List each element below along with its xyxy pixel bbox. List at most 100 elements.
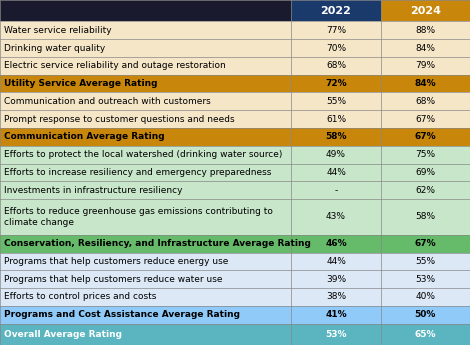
- Bar: [381, 164, 470, 181]
- Text: 41%: 41%: [325, 310, 347, 319]
- Text: 84%: 84%: [415, 43, 435, 52]
- Text: 2022: 2022: [321, 6, 352, 16]
- Bar: [381, 128, 470, 146]
- Bar: [291, 92, 381, 110]
- Bar: [291, 128, 381, 146]
- Text: 69%: 69%: [415, 168, 435, 177]
- Text: Prompt response to customer questions and needs: Prompt response to customer questions an…: [4, 115, 235, 124]
- Text: 44%: 44%: [326, 257, 346, 266]
- Text: Efforts to control prices and costs: Efforts to control prices and costs: [4, 293, 156, 302]
- Text: Electric service reliability and outage restoration: Electric service reliability and outage …: [4, 61, 226, 70]
- Bar: [0, 235, 291, 253]
- Text: Investments in infrastructure resiliency: Investments in infrastructure resiliency: [4, 186, 182, 195]
- Bar: [291, 288, 381, 306]
- Bar: [381, 270, 470, 288]
- Text: Drinking water quality: Drinking water quality: [4, 43, 105, 52]
- Text: 72%: 72%: [325, 79, 347, 88]
- Bar: [291, 146, 381, 164]
- Bar: [381, 92, 470, 110]
- Text: 62%: 62%: [415, 186, 435, 195]
- Bar: [0, 110, 291, 128]
- Text: 67%: 67%: [415, 132, 436, 141]
- Bar: [291, 235, 381, 253]
- Bar: [381, 110, 470, 128]
- Text: 67%: 67%: [415, 115, 435, 124]
- Text: Conservation, Resiliency, and Infrastructure Average Rating: Conservation, Resiliency, and Infrastruc…: [4, 239, 311, 248]
- Text: 77%: 77%: [326, 26, 346, 35]
- Bar: [291, 306, 381, 324]
- Text: 67%: 67%: [415, 239, 436, 248]
- Bar: [381, 253, 470, 270]
- Bar: [0, 146, 291, 164]
- Text: Programs and Cost Assistance Average Rating: Programs and Cost Assistance Average Rat…: [4, 310, 240, 319]
- Text: 65%: 65%: [415, 330, 436, 339]
- Bar: [0, 253, 291, 270]
- Bar: [381, 75, 470, 92]
- Bar: [0, 0, 291, 21]
- Text: 39%: 39%: [326, 275, 346, 284]
- Text: 61%: 61%: [326, 115, 346, 124]
- Bar: [0, 199, 291, 235]
- Bar: [381, 324, 470, 345]
- Text: 58%: 58%: [325, 132, 347, 141]
- Text: -: -: [335, 186, 337, 195]
- Bar: [0, 164, 291, 181]
- Bar: [291, 164, 381, 181]
- Bar: [291, 270, 381, 288]
- Text: 75%: 75%: [415, 150, 435, 159]
- Bar: [381, 288, 470, 306]
- Bar: [381, 235, 470, 253]
- Text: 79%: 79%: [415, 61, 435, 70]
- Text: Efforts to protect the local watershed (drinking water source): Efforts to protect the local watershed (…: [4, 150, 282, 159]
- Text: 50%: 50%: [415, 310, 436, 319]
- Bar: [291, 57, 381, 75]
- Bar: [0, 75, 291, 92]
- Text: 70%: 70%: [326, 43, 346, 52]
- Text: 38%: 38%: [326, 293, 346, 302]
- Text: Efforts to reduce greenhouse gas emissions contributing to
climate change: Efforts to reduce greenhouse gas emissio…: [4, 207, 273, 227]
- Text: 84%: 84%: [415, 79, 436, 88]
- Bar: [381, 39, 470, 57]
- Bar: [291, 21, 381, 39]
- Bar: [291, 75, 381, 92]
- Bar: [291, 253, 381, 270]
- Bar: [0, 288, 291, 306]
- Text: Utility Service Average Rating: Utility Service Average Rating: [4, 79, 157, 88]
- Text: Water service reliability: Water service reliability: [4, 26, 111, 35]
- Text: Overall Average Rating: Overall Average Rating: [4, 330, 122, 339]
- Bar: [381, 181, 470, 199]
- Text: Efforts to increase resiliency and emergency preparedness: Efforts to increase resiliency and emerg…: [4, 168, 271, 177]
- Bar: [0, 92, 291, 110]
- Bar: [291, 324, 381, 345]
- Text: 49%: 49%: [326, 150, 346, 159]
- Bar: [0, 324, 291, 345]
- Text: 68%: 68%: [415, 97, 435, 106]
- Text: 68%: 68%: [326, 61, 346, 70]
- Bar: [381, 21, 470, 39]
- Bar: [381, 0, 470, 21]
- Text: 53%: 53%: [415, 275, 435, 284]
- Bar: [291, 110, 381, 128]
- Text: Programs that help customers reduce energy use: Programs that help customers reduce ener…: [4, 257, 228, 266]
- Text: Communication Average Rating: Communication Average Rating: [4, 132, 164, 141]
- Bar: [381, 146, 470, 164]
- Text: 58%: 58%: [415, 213, 435, 221]
- Bar: [381, 199, 470, 235]
- Bar: [291, 0, 381, 21]
- Text: 88%: 88%: [415, 26, 435, 35]
- Bar: [291, 181, 381, 199]
- Text: Programs that help customers reduce water use: Programs that help customers reduce wate…: [4, 275, 222, 284]
- Bar: [0, 306, 291, 324]
- Bar: [0, 39, 291, 57]
- Bar: [0, 181, 291, 199]
- Text: 46%: 46%: [325, 239, 347, 248]
- Text: Communication and outreach with customers: Communication and outreach with customer…: [4, 97, 211, 106]
- Text: 53%: 53%: [325, 330, 347, 339]
- Bar: [381, 57, 470, 75]
- Text: 2024: 2024: [410, 6, 441, 16]
- Text: 55%: 55%: [415, 257, 435, 266]
- Bar: [291, 39, 381, 57]
- Bar: [0, 128, 291, 146]
- Bar: [0, 21, 291, 39]
- Bar: [0, 57, 291, 75]
